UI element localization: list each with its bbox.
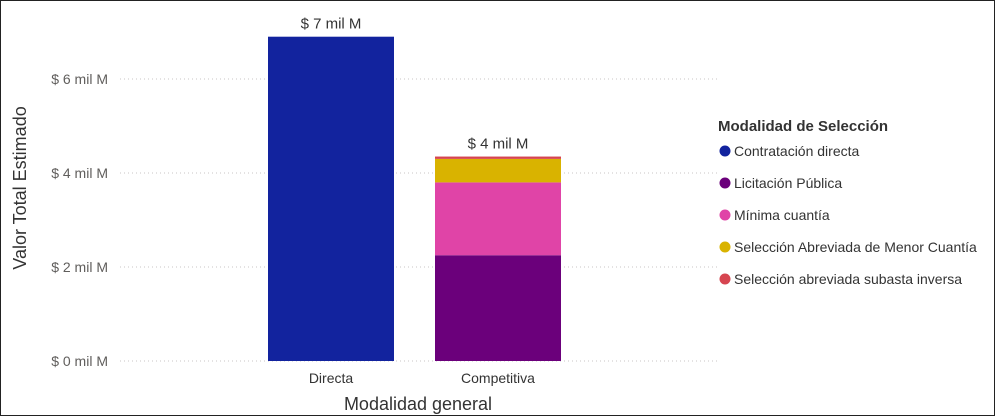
x-category-label: Directa — [309, 370, 354, 386]
bar-segment — [435, 255, 561, 361]
legend-item-label: Contratación directa — [734, 143, 860, 159]
bar-segment — [435, 182, 561, 256]
x-category-label: Competitiva — [461, 370, 535, 386]
legend-title: Modalidad de Selección — [718, 118, 888, 135]
bar-segment — [435, 156, 561, 159]
bar-total-label: $ 4 mil M — [468, 136, 529, 153]
legend-item-label: Licitación Pública — [734, 175, 842, 191]
legend-item-label: Selección abreviada subasta inversa — [734, 271, 962, 287]
bar-total-label: $ 7 mil M — [301, 16, 362, 33]
legend-swatch — [719, 241, 731, 253]
x-axis-title: Modalidad general — [344, 394, 492, 414]
y-tick-label: $ 4 mil M — [51, 165, 108, 181]
legend-swatch — [719, 145, 731, 157]
y-tick-label: $ 0 mil M — [51, 353, 108, 369]
y-tick-label: $ 6 mil M — [51, 71, 108, 87]
legend-swatch — [719, 273, 731, 285]
bar-segment — [268, 36, 394, 361]
y-axis-title: Valor Total Estimado — [10, 106, 30, 269]
legend-item-label: Selección Abreviada de Menor Cuantía — [734, 239, 977, 255]
legend-item-label: Mínima cuantía — [734, 207, 830, 223]
y-tick-label: $ 2 mil M — [51, 259, 108, 275]
legend-swatch — [719, 177, 731, 189]
legend-swatch — [719, 209, 731, 221]
bar-segment — [435, 158, 561, 183]
